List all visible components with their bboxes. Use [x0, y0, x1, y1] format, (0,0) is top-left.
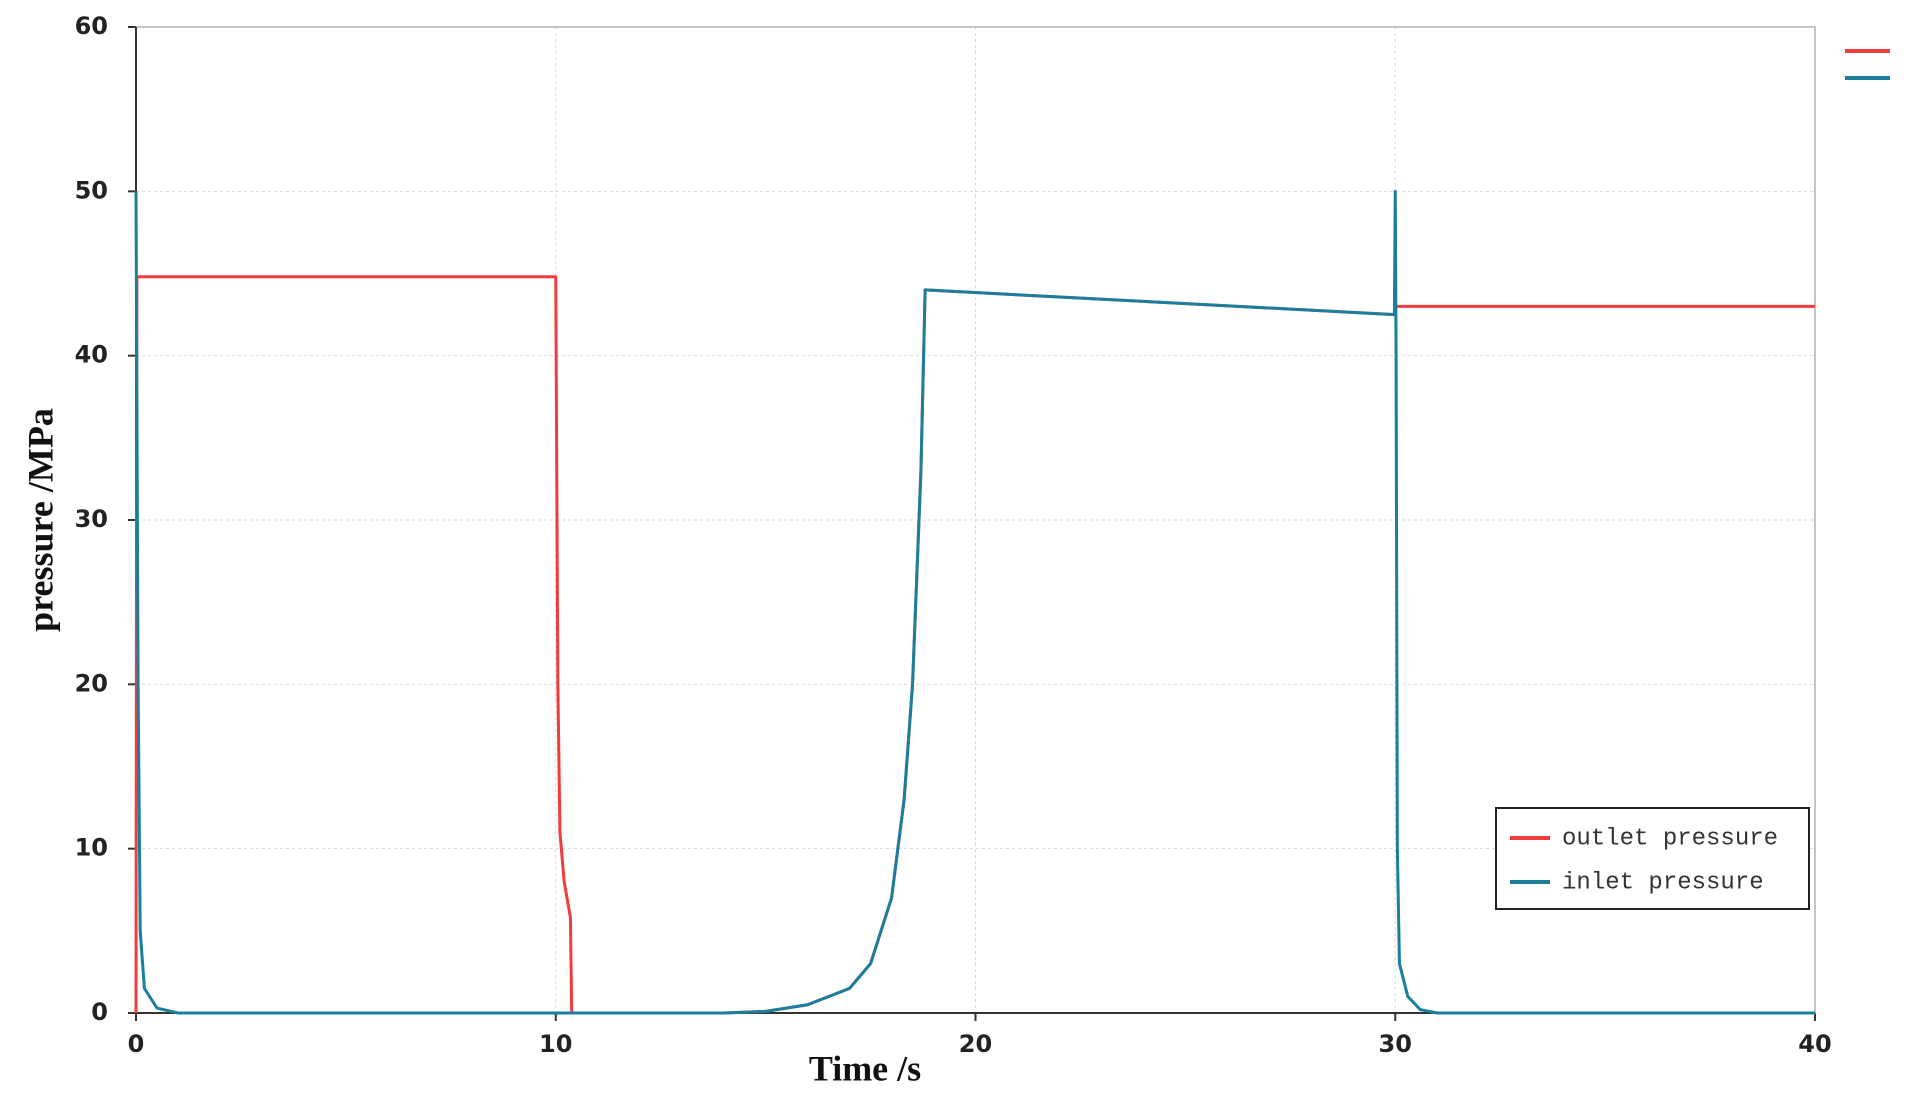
y-tick-label: 10 [75, 834, 108, 862]
y-tick-label: 30 [75, 505, 108, 533]
y-tick-label: 50 [75, 176, 108, 204]
legend [1495, 807, 1810, 910]
y-axis-label: pressure /MPa [20, 408, 60, 632]
x-tick-label: 10 [539, 1030, 572, 1058]
x-tick-label: 0 [128, 1030, 145, 1058]
x-tick-label: 20 [959, 1030, 992, 1058]
y-tick-label: 0 [91, 998, 108, 1026]
x-tick-label: 30 [1379, 1030, 1412, 1058]
series-line [134, 189, 1815, 1015]
x-tick-label: 40 [1798, 1030, 1831, 1058]
legend-label: inlet pressure [1562, 869, 1764, 896]
legend-label: outlet pressure [1562, 825, 1778, 852]
y-tick-label: 20 [75, 669, 108, 697]
x-axis-label: Time /s [809, 1048, 921, 1088]
y-tick-label: 40 [75, 341, 108, 369]
y-tick-label: 60 [75, 12, 108, 40]
